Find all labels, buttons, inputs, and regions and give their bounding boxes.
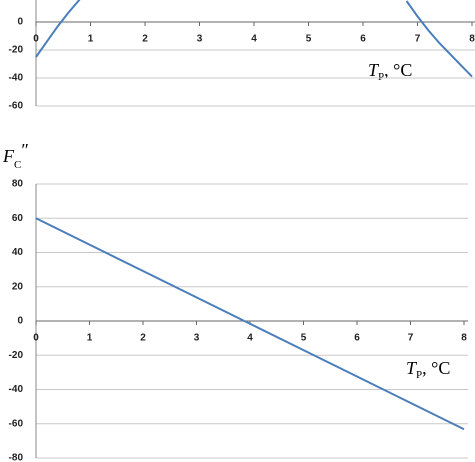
y-tick-label: 60 xyxy=(12,213,24,224)
x-tick-label: 3 xyxy=(194,333,200,344)
x-tick-label: 2 xyxy=(142,34,148,45)
y-tick-label: -40 xyxy=(9,73,24,84)
label-main: F xyxy=(2,146,15,166)
x-tick-label: 4 xyxy=(251,34,257,45)
y-tick-label: -40 xyxy=(9,384,24,395)
y-tick-label: 40 xyxy=(12,247,24,258)
x-tick-label: 5 xyxy=(306,34,312,45)
y-tick-label: -20 xyxy=(9,350,24,361)
y-axis-label: FC″ xyxy=(2,140,29,171)
x-tick-label: 6 xyxy=(354,333,360,344)
data-line xyxy=(35,0,473,78)
label-main: T xyxy=(406,358,418,378)
x-tick-label: 2 xyxy=(140,333,146,344)
label-sub: P xyxy=(416,369,422,381)
y-tick-label: -60 xyxy=(9,101,24,112)
y-tick-label: 0 xyxy=(17,17,23,28)
x-tick-label: 0 xyxy=(33,34,39,45)
label-rest: , °C xyxy=(384,60,412,80)
x-tick-label: 0 xyxy=(33,333,39,344)
label-sub: P xyxy=(378,71,384,83)
x-tick-label: 7 xyxy=(408,333,414,344)
x-tick-label: 3 xyxy=(197,34,203,45)
data-line xyxy=(35,217,465,431)
x-tick-label: 8 xyxy=(469,34,475,45)
x-tick-label: 6 xyxy=(360,34,366,45)
y-tick-label: -60 xyxy=(9,418,24,429)
x-tick-label: 8 xyxy=(461,333,467,344)
x-tick-label: 4 xyxy=(247,333,253,344)
y-tick-label: -80 xyxy=(9,453,24,462)
y-tick-label: 80 xyxy=(12,179,24,190)
y-tick-label: 20 xyxy=(12,281,24,292)
y-tick-label: 0 xyxy=(17,316,23,327)
x-axis-label: TP, °C xyxy=(406,358,450,381)
x-tick-label: 1 xyxy=(88,34,94,45)
label-rest: , °C xyxy=(422,358,450,378)
x-tick-label: 7 xyxy=(415,34,421,45)
label-sub: C xyxy=(14,159,21,171)
x-axis-label: TP, °C xyxy=(368,60,412,83)
label-main: T xyxy=(368,60,380,80)
x-tick-label: 5 xyxy=(301,333,307,344)
y-tick-label: -20 xyxy=(9,45,24,56)
label-rest: ″ xyxy=(21,140,29,160)
x-tick-label: 1 xyxy=(87,333,93,344)
